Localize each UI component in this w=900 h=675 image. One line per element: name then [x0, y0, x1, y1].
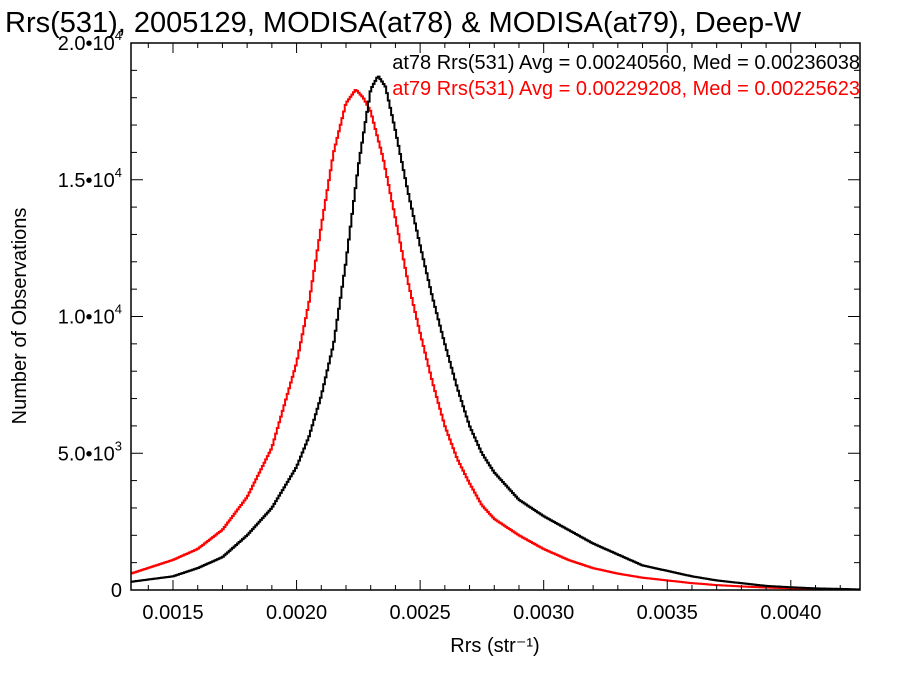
series-line-at78: [131, 75, 860, 591]
y-tick-label: 1.0•104: [58, 302, 122, 329]
x-tick-label: 0.0030: [513, 602, 574, 624]
x-tick-label: 0.0020: [266, 602, 327, 624]
y-tick-label: 1.5•104: [58, 165, 122, 192]
y-tick-label: 5.0•103: [58, 438, 122, 465]
y-tick-label: 2.0•104: [58, 28, 122, 55]
x-axis-ticks: 0.0015 0.0020 0.0025 0.0030 0.0035 0.0040: [142, 43, 841, 624]
x-tick-label: 0.0015: [142, 602, 203, 624]
series-line-at79: [131, 89, 860, 591]
y-axis-label: Number of Observations: [9, 208, 31, 425]
x-tick-label: 0.0025: [390, 602, 451, 624]
legend-entry-at78: at78 Rrs(531) Avg = 0.00240560, Med = 0.…: [392, 52, 860, 74]
x-tick-label: 0.0035: [637, 602, 698, 624]
legend-entry-at79: at79 Rrs(531) Avg = 0.00229208, Med = 0.…: [392, 78, 860, 100]
series-layer: [131, 75, 860, 591]
y-axis-ticks: 0 5.0•103 1.0•104 1.5•104 2.0•104: [58, 28, 860, 602]
x-tick-label: 0.0040: [760, 602, 821, 624]
y-tick-label: 0: [111, 580, 122, 602]
x-axis-label: Rrs (str⁻¹): [450, 635, 539, 657]
chart-title: Rrs(531), 2005129, MODISA(at78) & MODISA…: [5, 7, 802, 39]
